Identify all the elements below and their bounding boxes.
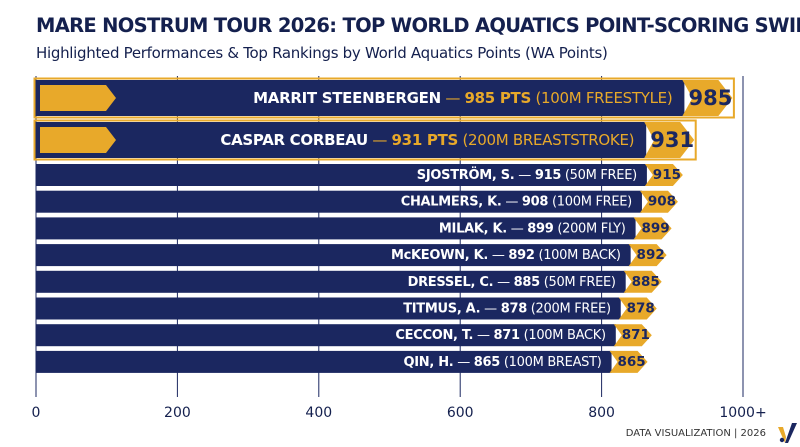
bar-label: MILAK, K. — 899 (200M FLY) bbox=[439, 221, 626, 236]
bar-label: CASPAR CORBEAU — 931 PTS (200M BREASTSTR… bbox=[220, 131, 634, 149]
bar-row: 865 QIN, H. — 865 (100M BREAST) bbox=[36, 350, 648, 373]
bar-row: 931 CASPAR CORBEAU — 931 PTS (200M BREAST… bbox=[33, 119, 697, 161]
highlight-chevron bbox=[40, 127, 116, 153]
bar-label: SJOSTRÖM, S. — 915 (50M FREE) bbox=[417, 167, 637, 183]
x-tick-label: 400 bbox=[305, 405, 332, 421]
bar bbox=[36, 244, 631, 267]
value-badge bbox=[623, 270, 662, 293]
bar-row: 985 MARRIT STEENBERGEN — 985 PTS (100M FR… bbox=[33, 77, 735, 119]
bar bbox=[36, 350, 612, 373]
bar bbox=[36, 190, 642, 213]
value-badge bbox=[682, 80, 733, 116]
bar-label: CECCON, T. — 871 (100M BACK) bbox=[395, 328, 605, 343]
data-label: 878 bbox=[627, 301, 655, 317]
bar-row: 885 DRESSEL, C. — 885 (50M FREE) bbox=[36, 270, 662, 293]
value-badge bbox=[633, 217, 672, 240]
bar-row: 871 CECCON, T. — 871 (100M BACK) bbox=[36, 324, 652, 347]
value-badge bbox=[613, 324, 652, 347]
x-tick-label: 800 bbox=[588, 405, 615, 421]
bar bbox=[36, 324, 616, 347]
x-tick-label: 0 bbox=[32, 405, 41, 421]
data-label: 985 bbox=[688, 86, 732, 110]
bar-row: 892 McKEOWN, K. — 892 (100M BACK) bbox=[36, 244, 667, 267]
bar bbox=[36, 217, 636, 240]
bar bbox=[36, 297, 621, 320]
highlight-chevron bbox=[40, 85, 116, 111]
data-label: 931 bbox=[650, 128, 694, 152]
bar-label: QIN, H. — 865 (100M BREAST) bbox=[403, 354, 601, 369]
bar-label: CHALMERS, K. — 908 (100M FREE) bbox=[401, 194, 632, 209]
value-badge bbox=[609, 350, 648, 373]
bar-row: 915 SJOSTRÖM, S. — 915 (50M FREE) bbox=[36, 164, 683, 186]
x-tick-label: 600 bbox=[447, 405, 474, 421]
logo-icon bbox=[778, 423, 797, 443]
data-label: 915 bbox=[653, 167, 681, 183]
data-label: 871 bbox=[622, 327, 650, 343]
bar-row: 908 CHALMERS, K. — 908 (100M FREE) bbox=[36, 190, 678, 213]
chart-subtitle: Highlighted Performances & Top Rankings … bbox=[36, 44, 608, 62]
value-badge bbox=[644, 122, 695, 158]
bar-label: DRESSEL, C. — 885 (50M FREE) bbox=[408, 274, 616, 289]
value-badge bbox=[628, 244, 667, 267]
footer-label: DATA VISUALIZATION | 2026 bbox=[625, 428, 766, 439]
data-label: 899 bbox=[641, 220, 669, 236]
bar-label: McKEOWN, K. — 892 (100M BACK) bbox=[391, 248, 621, 263]
bar-label: TITMUS, A. — 878 (200M FREE) bbox=[403, 301, 611, 316]
highlight-outline bbox=[33, 119, 697, 161]
value-badge bbox=[639, 190, 678, 213]
x-axis: 0 200 400 600 800 1000+ bbox=[32, 405, 767, 421]
data-label: 865 bbox=[617, 354, 645, 370]
bar-row: 899 MILAK, K. — 899 (200M FLY) bbox=[36, 217, 672, 240]
bar bbox=[36, 270, 626, 293]
data-label: 885 bbox=[632, 274, 660, 290]
value-badge bbox=[644, 164, 683, 186]
bar-row: 878 TITMUS, A. — 878 (200M FREE) bbox=[36, 297, 657, 320]
highlight-outline bbox=[33, 77, 735, 119]
bar bbox=[36, 80, 685, 116]
bar bbox=[36, 164, 647, 186]
bar-label: MARRIT STEENBERGEN — 985 PTS (100M FREES… bbox=[253, 89, 672, 107]
data-label: 892 bbox=[637, 247, 665, 263]
x-tick-label: 1000+ bbox=[719, 405, 766, 421]
bar-layer: 985 MARRIT STEENBERGEN — 985 PTS (100M FR… bbox=[33, 77, 735, 373]
data-label: 908 bbox=[648, 194, 676, 210]
bar bbox=[36, 122, 647, 158]
value-badge bbox=[618, 297, 657, 320]
x-tick-label: 200 bbox=[164, 405, 191, 421]
chart-title: MARE NOSTRUM TOUR 2026: TOP WORLD AQUATI… bbox=[36, 14, 800, 37]
